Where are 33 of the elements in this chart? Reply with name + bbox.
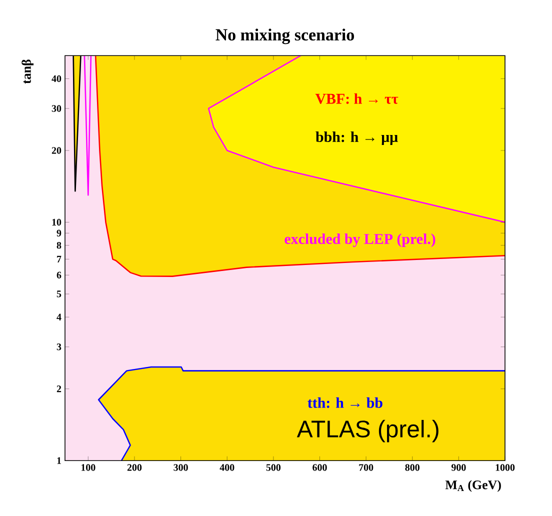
x-tick-label: 700 (359, 464, 374, 471)
text: bbh: h → μμ (316, 132, 398, 146)
y-tick-label: 6 (56, 272, 62, 278)
y-tick-label: 3 (56, 344, 62, 350)
chart-title: No mixing scenario (216, 28, 354, 44)
y-tick-label: 9 (56, 230, 62, 236)
series-label: excluded by LEP (prel.) (284, 233, 436, 248)
y-tick-label: 1 (57, 457, 61, 464)
x-tick-label: 500 (266, 464, 281, 471)
y-tick-label: 30 (52, 105, 62, 112)
y-tick-label: 8 (56, 242, 62, 249)
y-tick-label: 20 (52, 147, 62, 154)
x-tick-label: 100 (81, 464, 96, 471)
text: VBF: h → ττ (315, 93, 398, 104)
y-tick-label: 2 (56, 386, 62, 392)
annotation: ATLAS (prel.) (296, 420, 438, 442)
x-tick-label: 400 (220, 464, 234, 471)
x-tick-label: 300 (174, 464, 188, 471)
x-tick-label: 1000 (496, 464, 515, 471)
x-axis-title: M$_{A}$ (GeV) (445, 480, 501, 492)
y-tick-label: 7 (57, 256, 62, 262)
series-label: tth: h → bb (308, 397, 382, 408)
line-series (208, 56, 505, 223)
y-tick-label: 4 (56, 314, 62, 320)
x-tick-label: 600 (312, 464, 327, 471)
y-axis-title: tanβ (22, 60, 34, 84)
y-tick-label: 5 (56, 290, 62, 298)
x-tick-label: 800 (405, 464, 420, 471)
y-tick-label: 10 (52, 218, 62, 226)
x-tick-label: 900 (451, 464, 466, 471)
y-tick-label: 40 (52, 75, 62, 82)
line-series (98, 366, 505, 461)
x-tick-label: 200 (127, 464, 142, 471)
